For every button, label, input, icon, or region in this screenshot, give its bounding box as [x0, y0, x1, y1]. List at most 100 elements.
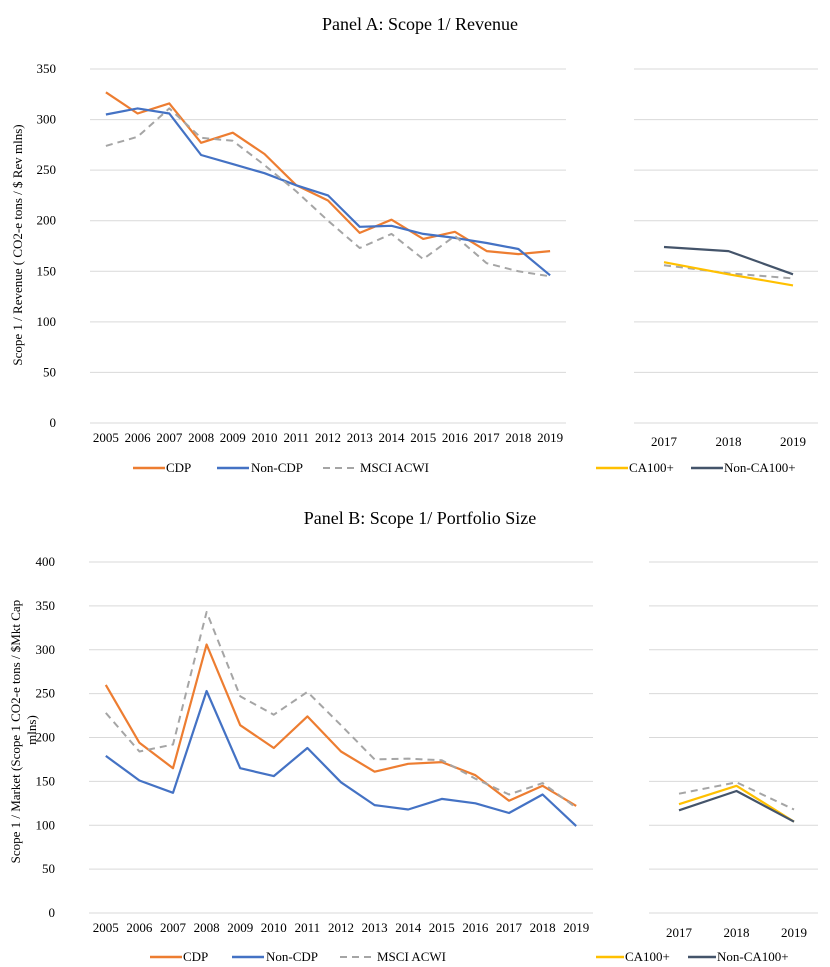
panel-a-title: Panel A: Scope 1/ Revenue	[322, 14, 518, 34]
x-tick-label-2012: 2012	[328, 920, 354, 935]
x-tick-label-2005: 2005	[93, 430, 119, 445]
side-series-line-ca100	[663, 261, 794, 287]
panel-a-legend: CDP Non-CDP MSCI ACWI	[133, 460, 429, 475]
x-tick-label-2009: 2009	[227, 920, 253, 935]
legend-label-non-cdp: Non-CDP	[251, 460, 303, 475]
series-line-msci-acwi	[105, 611, 577, 809]
side-x-tick-label-2019: 2019	[780, 434, 806, 449]
panel-b-side-series-lines	[678, 781, 795, 823]
legend-item-msci-acwi: MSCI ACWI	[323, 460, 429, 475]
x-tick-label-2015: 2015	[410, 430, 436, 445]
legend-label-cdp: CDP	[166, 460, 191, 475]
x-tick-label-2019: 2019	[537, 430, 563, 445]
x-tick-label-2011: 2011	[295, 920, 321, 935]
legend-label-non-cdp: Non-CDP	[266, 949, 318, 964]
side-x-tick-label-2018: 2018	[716, 434, 742, 449]
panel-b: Panel B: Scope 1/ Portfolio Size Scope 1…	[8, 508, 818, 964]
x-tick-label-2018: 2018	[530, 920, 556, 935]
side-x-tick-label-2018: 2018	[724, 925, 750, 940]
panel-b-y-ticks: 0 50 100 150 200 250 300 350 400	[36, 554, 56, 920]
side-x-tick-label-2017: 2017	[666, 925, 693, 940]
side-series-line-benchmark	[678, 781, 795, 811]
y-tick-label-350: 350	[37, 61, 57, 76]
legend-item-ca100: CA100+	[596, 460, 674, 475]
y-tick-label-200: 200	[36, 730, 56, 745]
x-tick-label-2007: 2007	[156, 430, 183, 445]
x-tick-label-2010: 2010	[261, 920, 287, 935]
y-tick-label-100: 100	[36, 817, 56, 832]
x-tick-label-2016: 2016	[462, 920, 489, 935]
x-tick-label-2014: 2014	[378, 430, 405, 445]
y-tick-label-250: 250	[37, 162, 57, 177]
x-tick-label-2014: 2014	[395, 920, 422, 935]
x-tick-label-2013: 2013	[362, 920, 388, 935]
y-tick-label-50: 50	[43, 364, 56, 379]
series-line-non-cdp	[105, 689, 577, 827]
panel-b-side-gridlines	[649, 561, 818, 914]
panel-b-y-axis-label-line2: mlns)	[24, 715, 39, 745]
legend-item-non-ca100: Non-CA100+	[691, 460, 796, 475]
panel-b-legend: CDP Non-CDP MSCI ACWI	[150, 949, 446, 964]
panel-b-y-axis-label-line1: Scope 1 / Market (Scope 1 CO2-e tons / $…	[8, 600, 23, 864]
panel-a-side-legend: CA100+ Non-CA100+	[596, 460, 796, 475]
panel-b-y-axis-label: Scope 1 / Market (Scope 1 CO2-e tons / $…	[8, 597, 39, 864]
y-tick-label-300: 300	[37, 112, 57, 127]
panel-b-side-x-ticks: 2017 2018 2019	[666, 925, 807, 940]
y-tick-label-100: 100	[37, 314, 57, 329]
panel-a-gridlines	[90, 68, 566, 424]
x-tick-label-2012: 2012	[315, 430, 341, 445]
panel-a-series-lines	[105, 91, 551, 278]
side-series-line-ca100	[678, 784, 795, 823]
x-tick-label-2010: 2010	[252, 430, 278, 445]
x-tick-label-2013: 2013	[347, 430, 373, 445]
panel-a-side-gridlines	[634, 68, 818, 424]
legend-item-cdp: CDP	[150, 949, 208, 964]
y-tick-label-150: 150	[37, 263, 57, 278]
y-tick-label-150: 150	[36, 773, 56, 788]
legend-label-msci-acwi: MSCI ACWI	[360, 460, 429, 475]
legend-item-non-cdp: Non-CDP	[217, 460, 303, 475]
y-tick-label-400: 400	[36, 554, 56, 569]
x-tick-label-2017: 2017	[496, 920, 523, 935]
panel-b-title: Panel B: Scope 1/ Portfolio Size	[304, 508, 536, 528]
side-series-line-non-ca100	[678, 789, 795, 823]
x-tick-label-2011: 2011	[284, 430, 310, 445]
panel-a-side-series-lines	[663, 245, 794, 287]
legend-label-non-ca100: Non-CA100+	[724, 460, 796, 475]
y-tick-label-250: 250	[36, 686, 56, 701]
x-tick-label-2007: 2007	[160, 920, 187, 935]
y-tick-label-200: 200	[37, 213, 57, 228]
panel-a-y-ticks: 0 50 100 150 200 250 300 350	[37, 61, 57, 430]
legend-label-ca100: CA100+	[629, 460, 674, 475]
panel-b-side-legend: CA100+ Non-CA100+	[596, 949, 789, 964]
legend-label-non-ca100: Non-CA100+	[717, 949, 789, 964]
y-tick-label-350: 350	[36, 598, 56, 613]
series-line-cdp	[105, 91, 551, 256]
legend-label-msci-acwi: MSCI ACWI	[377, 949, 446, 964]
side-x-tick-label-2017: 2017	[651, 434, 678, 449]
x-tick-label-2016: 2016	[442, 430, 469, 445]
x-tick-label-2018: 2018	[505, 430, 531, 445]
legend-item-ca100: CA100+	[596, 949, 670, 964]
y-tick-label-0: 0	[49, 905, 56, 920]
panel-a-side-x-ticks: 2017 2018 2019	[651, 434, 806, 449]
x-tick-label-2017: 2017	[474, 430, 501, 445]
legend-label-cdp: CDP	[183, 949, 208, 964]
legend-item-non-cdp: Non-CDP	[232, 949, 318, 964]
panel-a-x-ticks: 2005 2006 2007 2008 2009 2010 2011 2012 2013 2014…	[93, 430, 563, 445]
x-tick-label-2009: 2009	[220, 430, 246, 445]
panel-b-gridlines	[89, 561, 593, 914]
series-line-non-cdp	[105, 107, 551, 277]
legend-label-ca100: CA100+	[625, 949, 670, 964]
x-tick-label-2006: 2006	[125, 430, 152, 445]
side-x-tick-label-2019: 2019	[781, 925, 807, 940]
x-tick-label-2008: 2008	[194, 920, 220, 935]
x-tick-label-2006: 2006	[126, 920, 153, 935]
panel-a: Panel A: Scope 1/ Revenue Scope 1 / Reve…	[10, 14, 818, 475]
side-series-line-non-ca100	[663, 245, 794, 276]
legend-item-msci-acwi: MSCI ACWI	[340, 949, 446, 964]
panel-a-y-axis-label: Scope 1 / Revenue ( CO2-e tons / $ Rev m…	[10, 124, 25, 365]
x-tick-label-2008: 2008	[188, 430, 214, 445]
y-tick-label-50: 50	[42, 861, 55, 876]
